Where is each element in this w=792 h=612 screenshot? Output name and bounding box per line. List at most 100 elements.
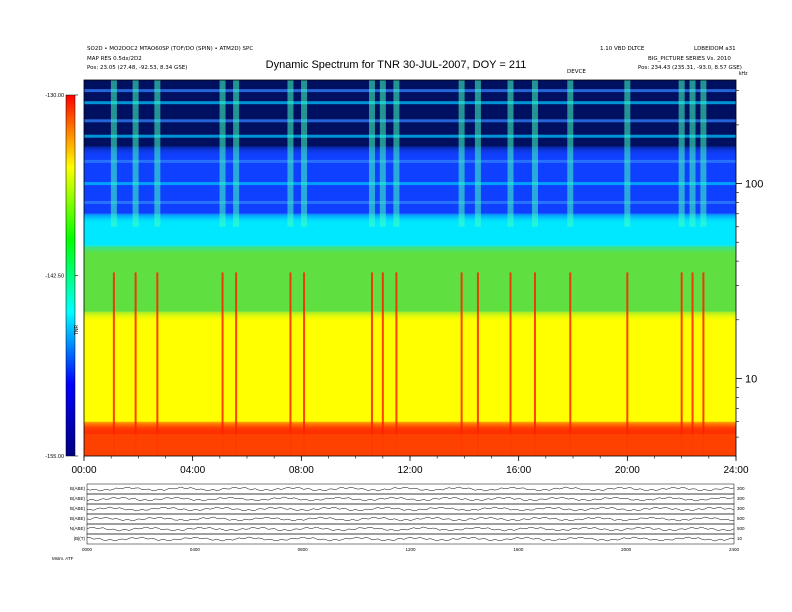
x-tick-label: 12:00	[397, 465, 422, 476]
subpanel-right-label: 10	[737, 536, 743, 541]
burst-core	[569, 272, 572, 456]
interference-line	[84, 101, 736, 105]
subpanel-label: |B|(T)	[74, 536, 86, 541]
burst-streak	[678, 80, 685, 227]
colorbar	[65, 94, 76, 457]
subpanel-trace	[86, 516, 735, 522]
burst-core	[221, 272, 224, 456]
y-tick-label: 100	[745, 179, 763, 191]
band-transition	[84, 136, 736, 157]
burst-streak	[393, 80, 400, 227]
x-tick-label: 04:00	[180, 465, 205, 476]
burst-streak	[301, 80, 308, 227]
subpanel-trace	[86, 536, 735, 542]
y-axis-label: TNR	[74, 324, 80, 335]
burst-core	[112, 272, 115, 456]
header-info-4: 1.10 VBD DLTCE	[600, 46, 645, 52]
footer-label: Mstm. ATF	[52, 556, 74, 561]
header-info-3: Pos: 23.05 (27.48, -92.53, 8.34 GSE)	[87, 65, 188, 71]
subpanel-x-label: 0000	[82, 547, 93, 552]
colorbar-tick-label: -130.00	[45, 93, 64, 99]
burst-core	[460, 272, 463, 456]
subpanel-label: B(ABE)	[70, 506, 86, 511]
burst-core	[680, 272, 683, 456]
subpanel-x-label: 0400	[190, 547, 201, 552]
chart-title: Dynamic Spectrum for TNR 30-JUL-2007, DO…	[265, 59, 527, 71]
subpanel-x-label: 2000	[621, 547, 632, 552]
subpanel-frame	[86, 523, 735, 535]
axis-layer: 00:00 04:00 08:00 12:00 16:00 20:00 24:00 10 100…	[45, 71, 763, 476]
band-transition	[84, 235, 736, 256]
band-transition	[84, 301, 736, 322]
burst-core	[702, 272, 705, 456]
subpanel-label: N(ABE)	[70, 526, 86, 531]
band-transition	[84, 411, 736, 432]
subpanel-frame	[86, 513, 735, 525]
subpanel-right-label: 500	[737, 526, 745, 531]
low-frequency-band	[84, 434, 736, 456]
y-axis-unit: kHz	[739, 71, 748, 77]
burst-streak	[458, 80, 465, 227]
subpanel-label: B(ABE)	[70, 486, 86, 491]
interference-line	[84, 200, 736, 204]
interference-line	[84, 134, 736, 138]
burst-streak	[379, 80, 386, 227]
interference-line	[84, 119, 736, 123]
subpanel-layer: B(ABE) 300 B(ABE) 300 B(ABE) 300 B(ABE) 500 N(AB…	[52, 483, 745, 561]
burst-streak	[132, 80, 139, 227]
burst-streak	[219, 80, 226, 227]
burst-core	[370, 272, 373, 456]
header-info-1: SO2D • MO2DOC2 MTAO60SP (TOF/DO (SPIN) •…	[87, 46, 254, 52]
interference-line	[84, 182, 736, 186]
x-tick-label: 20:00	[615, 465, 640, 476]
burst-streak	[474, 80, 481, 227]
burst-core	[626, 272, 629, 456]
burst-streak	[689, 80, 696, 227]
y-tick-label: 10	[745, 373, 757, 385]
colorbar-tick-label: -155.00	[45, 454, 64, 460]
spectrum-layer	[84, 80, 736, 456]
subpanel-right-label: 300	[737, 486, 745, 491]
subpanel-trace	[86, 486, 735, 492]
subpanel-trace	[86, 526, 735, 532]
header-info-8: DEVCE	[567, 69, 586, 75]
subpanel-right-label: 300	[737, 496, 745, 501]
burst-streak	[531, 80, 538, 227]
burst-core	[156, 272, 159, 456]
burst-streak	[154, 80, 161, 227]
burst-streak	[507, 80, 514, 227]
interference-line	[84, 89, 736, 93]
burst-core	[509, 272, 512, 456]
subpanel-frame	[86, 533, 735, 545]
burst-core	[381, 272, 384, 456]
subpanel-right-label: 300	[737, 506, 745, 511]
subpanel-x-label: 1600	[513, 547, 524, 552]
header-info-7: Pos: 234.43 (235.31, -93.0, 8.57 GSE)	[638, 65, 742, 71]
band-transition	[84, 203, 736, 224]
header-info-6: BIG_PICTURE SERIES Vs. 2010	[648, 56, 731, 62]
subpanel-trace	[86, 496, 735, 502]
subpanel-x-label: 0800	[298, 547, 309, 552]
burst-core	[303, 272, 306, 456]
x-tick-label: 16:00	[506, 465, 531, 476]
x-tick-label: 08:00	[289, 465, 314, 476]
burst-core	[476, 272, 479, 456]
header-info-2: MAP RES 0.5dx/2D2	[87, 56, 142, 62]
burst-core	[134, 272, 137, 456]
burst-core	[395, 272, 398, 456]
subpanel-label: B(ABE)	[70, 516, 86, 521]
burst-streak	[110, 80, 117, 227]
burst-streak	[287, 80, 294, 227]
colorbar-tick-label: -142.50	[45, 274, 64, 280]
subpanel-x-label: 1200	[405, 547, 416, 552]
subpanel-label: B(ABE)	[70, 496, 86, 501]
spectrum-band	[84, 311, 736, 422]
subpanel-trace	[87, 506, 735, 512]
burst-streak	[368, 80, 375, 227]
x-tick-label: 24:00	[723, 465, 748, 476]
burst-streak	[567, 80, 574, 227]
subpanel-x-label: 2400	[729, 547, 740, 552]
burst-core	[235, 272, 238, 456]
